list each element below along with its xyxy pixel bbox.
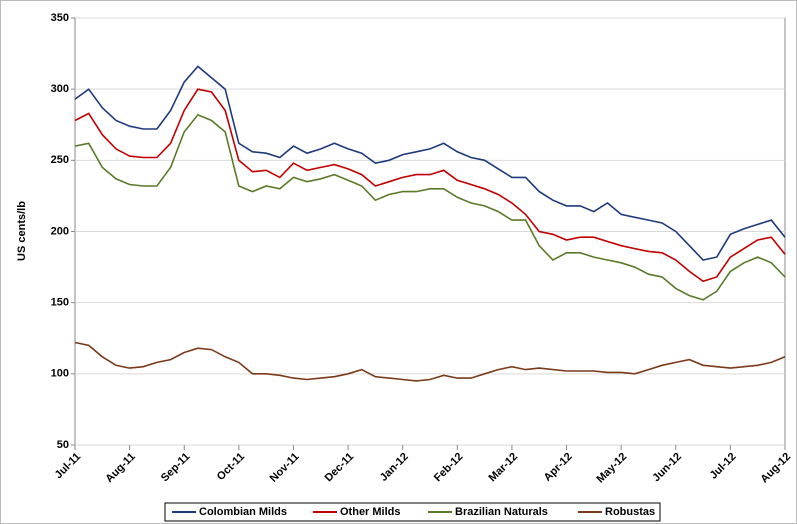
legend-label: Other Milds (340, 506, 401, 518)
legend-label: Brazilian Naturals (455, 506, 548, 518)
y-tick-label: 100 (51, 368, 69, 380)
data-line (74, 88, 786, 283)
legend-label: Colombian Milds (199, 506, 287, 518)
y-tick-label: 300 (51, 83, 69, 95)
data-line (74, 113, 786, 301)
y-tick-label: 50 (57, 439, 69, 451)
legend-box (164, 502, 661, 522)
y-tick-label: 200 (51, 225, 69, 237)
data-line (74, 65, 786, 261)
y-tick-label: 350 (51, 12, 69, 24)
legend-label: Robustas (605, 506, 655, 518)
y-axis-label: US cents/lb (16, 201, 28, 261)
y-tick-label: 250 (51, 154, 69, 166)
y-tick-label: 150 (51, 297, 69, 309)
data-line (74, 341, 786, 382)
